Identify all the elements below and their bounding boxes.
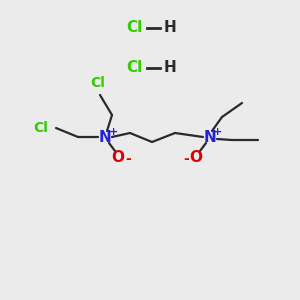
Text: Cl: Cl: [91, 76, 105, 90]
Text: -: -: [125, 152, 131, 166]
Text: Cl: Cl: [126, 20, 142, 35]
Text: N: N: [204, 130, 216, 145]
Text: +: +: [213, 127, 223, 137]
Text: +: +: [108, 127, 118, 137]
Text: -: -: [183, 152, 189, 166]
Text: Cl: Cl: [126, 61, 142, 76]
Text: H: H: [164, 20, 176, 35]
Text: O: O: [112, 149, 124, 164]
Text: Cl: Cl: [34, 121, 48, 135]
Text: O: O: [190, 149, 202, 164]
Text: N: N: [99, 130, 111, 145]
Text: H: H: [164, 61, 176, 76]
